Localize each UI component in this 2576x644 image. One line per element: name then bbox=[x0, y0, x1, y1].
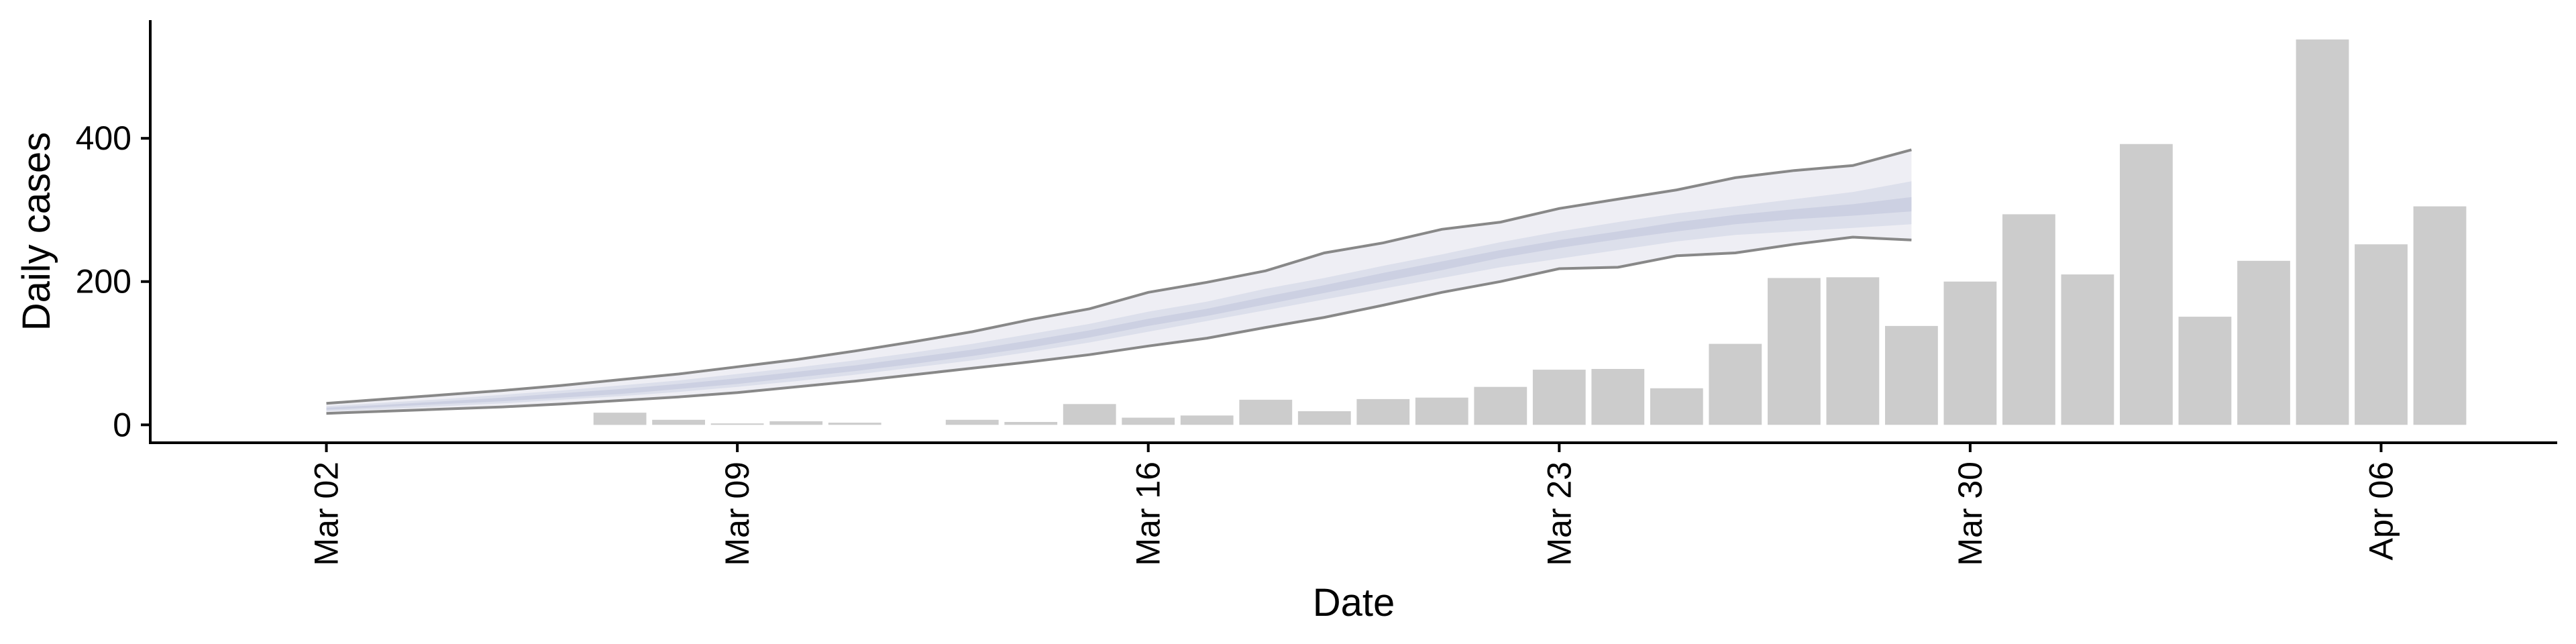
axes bbox=[149, 20, 2557, 444]
y-axis-ticks: 0 200 400 bbox=[76, 119, 150, 443]
bar bbox=[2237, 260, 2290, 425]
bar bbox=[2002, 214, 2055, 425]
bar bbox=[1768, 278, 1821, 425]
bar bbox=[2355, 244, 2408, 425]
bar bbox=[1826, 277, 1880, 425]
band-upper-line bbox=[326, 148, 1912, 405]
bar bbox=[1474, 386, 1527, 425]
y-axis-title: Daily cases bbox=[15, 132, 58, 331]
bar bbox=[1063, 404, 1116, 425]
bar bbox=[1180, 415, 1234, 425]
x-tick-label: Mar 02 bbox=[308, 462, 345, 566]
daily-case-bars bbox=[593, 39, 2467, 425]
bar bbox=[1591, 369, 1645, 425]
forecast-bands bbox=[326, 148, 1912, 415]
x-tick-label: Mar 23 bbox=[1540, 462, 1578, 566]
bar bbox=[593, 413, 647, 425]
bar bbox=[1356, 398, 1410, 425]
bar bbox=[1650, 388, 1703, 425]
y-tick-label: 400 bbox=[76, 119, 131, 157]
band-lower-line bbox=[326, 235, 1912, 415]
bar bbox=[1885, 325, 1938, 425]
bar bbox=[2178, 317, 2232, 425]
x-tick-label: Mar 30 bbox=[1951, 462, 1989, 566]
bar bbox=[1709, 343, 1762, 425]
bar bbox=[828, 423, 881, 425]
bar bbox=[1297, 411, 1351, 425]
bar bbox=[1943, 281, 1997, 425]
x-axis-title: Date bbox=[1313, 581, 1395, 625]
band-mid bbox=[326, 181, 1912, 411]
bar bbox=[1004, 422, 1058, 425]
bar bbox=[2296, 39, 2349, 425]
bar bbox=[652, 419, 705, 425]
x-tick-label: Mar 09 bbox=[718, 462, 756, 566]
y-tick-label: 0 bbox=[113, 406, 131, 443]
bar bbox=[2413, 206, 2467, 425]
bar bbox=[1122, 417, 1175, 425]
band-inner bbox=[326, 197, 1912, 410]
x-axis-ticks: Mar 02 Mar 09 Mar 16 Mar 23 Mar 30 Apr 06 bbox=[308, 443, 2400, 566]
bar bbox=[945, 419, 999, 425]
x-tick-label: Apr 06 bbox=[2363, 462, 2400, 560]
bar bbox=[1239, 399, 1293, 425]
bar bbox=[1532, 370, 1586, 425]
bar bbox=[769, 421, 823, 425]
bar bbox=[2120, 144, 2173, 425]
x-tick-label: Mar 16 bbox=[1130, 462, 1167, 566]
bar bbox=[2061, 274, 2114, 425]
bar bbox=[710, 423, 764, 425]
bar bbox=[1415, 397, 1468, 425]
y-tick-label: 200 bbox=[76, 263, 131, 301]
